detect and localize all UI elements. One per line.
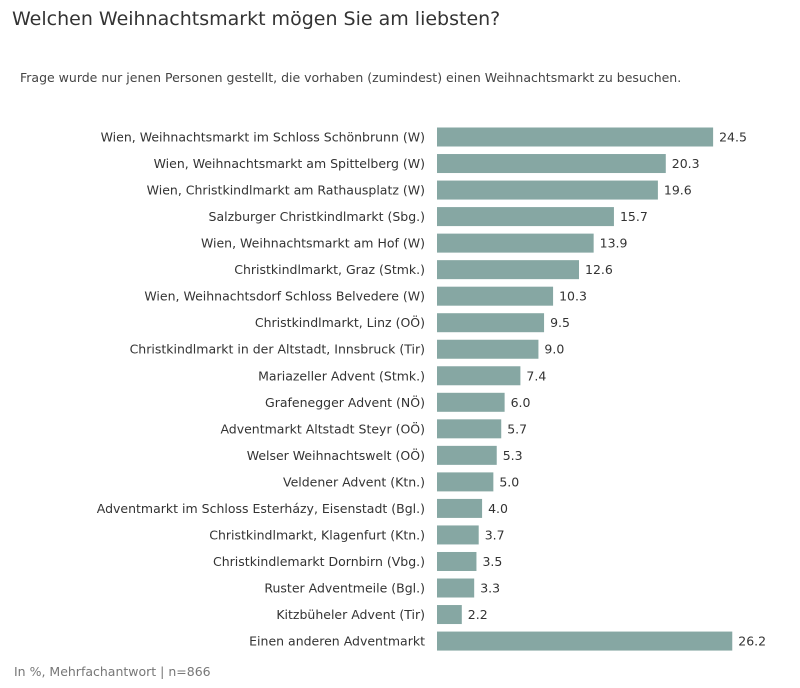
value-label: 9.0 [544, 342, 564, 357]
bar [437, 472, 494, 492]
value-label: 6.0 [511, 395, 531, 410]
value-label: 3.7 [485, 527, 505, 542]
value-label: 5.0 [499, 474, 519, 489]
category-label: Wien, Weihnachtsmarkt am Spittelberg (W) [154, 156, 425, 171]
bar [437, 551, 477, 571]
category-label: Christkindlmarkt, Klagenfurt (Ktn.) [209, 527, 425, 542]
category-label: Christkindlmarkt, Linz (OÖ) [255, 314, 425, 330]
category-label: Salzburger Christkindlmarkt (Sbg.) [209, 209, 425, 224]
bar [437, 233, 594, 253]
bar [437, 498, 483, 518]
bar [437, 180, 658, 200]
value-label: 9.5 [550, 315, 570, 330]
value-label: 12.6 [585, 262, 613, 277]
value-label: 2.2 [468, 607, 488, 622]
value-label: 19.6 [664, 183, 692, 198]
category-label: Wien, Christkindlmarkt am Rathausplatz (… [147, 183, 425, 198]
category-label: Christkindlemarkt Dornbirn (Vbg.) [213, 554, 425, 569]
category-label: Christkindlmarkt in der Altstadt, Innsbr… [130, 342, 425, 357]
bar [437, 127, 714, 147]
bar [437, 605, 462, 625]
bar [437, 260, 580, 280]
category-label: Mariazeller Advent (Stmk.) [258, 368, 425, 383]
category-label: Veldener Advent (Ktn.) [283, 474, 425, 489]
category-label: Grafenegger Advent (NÖ) [265, 394, 425, 410]
value-label: 7.4 [526, 368, 546, 383]
bar [437, 445, 497, 465]
bar [437, 419, 502, 439]
bar [437, 207, 614, 227]
value-label: 20.3 [672, 156, 700, 171]
bar [437, 631, 733, 651]
category-label: Wien, Weihnachtsmarkt im Schloss Schönbr… [101, 130, 425, 145]
category-label: Wien, Weihnachtsdorf Schloss Belvedere (… [144, 289, 425, 304]
category-label: Christkindlmarkt, Graz (Stmk.) [234, 262, 425, 277]
category-label: Wien, Weihnachtsmarkt am Hof (W) [201, 236, 425, 251]
chart-subtitle: Frage wurde nur jenen Personen gestellt,… [20, 70, 682, 85]
bar [437, 366, 521, 386]
value-label: 24.5 [719, 130, 747, 145]
value-label: 26.2 [738, 634, 766, 649]
value-label: 13.9 [600, 236, 628, 251]
category-label: Einen anderen Adventmarkt [249, 634, 425, 649]
chart-note: In %, Mehrfachantwort | n=866 [14, 664, 211, 679]
category-label: Welser Weihnachtswelt (OÖ) [247, 447, 425, 463]
category-label: Ruster Adventmeile (Bgl.) [264, 581, 425, 596]
value-label: 10.3 [559, 289, 587, 304]
bar [437, 578, 475, 598]
bar [437, 339, 539, 359]
value-label: 4.0 [488, 501, 508, 516]
value-label: 5.3 [503, 448, 523, 463]
category-label: Adventmarkt Altstadt Steyr (OÖ) [220, 420, 425, 436]
bar [437, 313, 545, 333]
value-label: 3.3 [480, 581, 500, 596]
value-label: 3.5 [482, 554, 502, 569]
category-label: Adventmarkt im Schloss Esterházy, Eisens… [97, 501, 425, 516]
value-label: 15.7 [620, 209, 648, 224]
bar [437, 154, 666, 174]
bar [437, 286, 554, 306]
category-label: Kitzbüheler Advent (Tir) [276, 607, 425, 622]
chart-title: Welchen Weihnachtsmarkt mögen Sie am lie… [12, 8, 501, 30]
bar [437, 392, 505, 412]
value-label: 5.7 [507, 421, 527, 436]
bar [437, 525, 479, 545]
